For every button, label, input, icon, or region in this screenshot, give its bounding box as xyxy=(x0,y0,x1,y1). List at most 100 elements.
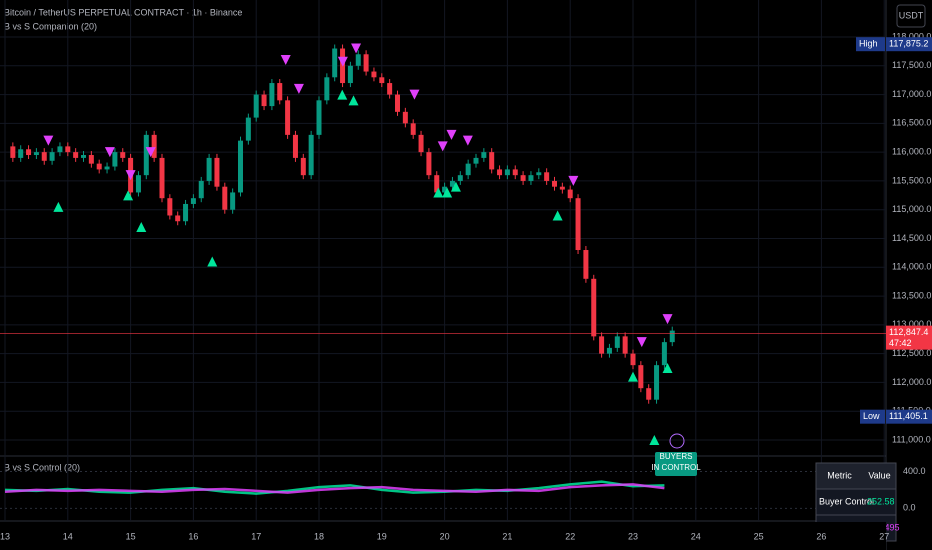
candle xyxy=(497,169,503,176)
candle xyxy=(285,100,291,135)
high-label: 117,875.2 xyxy=(889,39,928,49)
candle xyxy=(504,169,510,176)
sell-signal xyxy=(437,141,448,152)
candle xyxy=(661,342,667,366)
indicator-title: B vs S Control (20) xyxy=(4,462,80,472)
candle xyxy=(57,146,63,153)
sell-signal xyxy=(104,147,115,158)
buy-signal xyxy=(552,210,563,221)
table-header-cell: Value xyxy=(868,470,890,480)
x-tick-label: 15 xyxy=(126,531,136,541)
candle xyxy=(418,134,424,153)
y-tick-label: 400.0 xyxy=(903,466,926,476)
sell-signal xyxy=(337,56,348,67)
candle xyxy=(622,336,628,354)
candle xyxy=(363,54,369,72)
candle xyxy=(332,48,338,78)
y-tick-label: 116,500.0 xyxy=(892,118,931,128)
sell-signal xyxy=(462,135,473,146)
table-header-cell: Metric xyxy=(827,470,852,480)
candle xyxy=(73,152,79,158)
x-tick-label: 25 xyxy=(754,531,764,541)
table-header xyxy=(815,462,897,490)
candle xyxy=(143,134,149,176)
x-tick-label: 26 xyxy=(816,531,826,541)
candle xyxy=(253,94,259,118)
candle xyxy=(151,134,157,158)
candle xyxy=(300,157,306,176)
candle xyxy=(198,180,204,199)
candle xyxy=(512,169,518,176)
table-cell: Buyer Control xyxy=(819,496,874,506)
sell-signal xyxy=(293,83,304,94)
candle xyxy=(33,152,39,156)
candle xyxy=(473,157,479,164)
sell-signal xyxy=(351,43,362,54)
y-tick-label: 114,000.0 xyxy=(892,262,931,272)
buy-signal xyxy=(662,363,673,374)
candle xyxy=(96,163,102,170)
table-cell: 252.58 xyxy=(867,496,895,506)
candle xyxy=(316,100,322,135)
candle xyxy=(190,198,196,204)
y-tick-label: 116,000.0 xyxy=(892,147,931,157)
table-row xyxy=(815,488,897,516)
candle xyxy=(599,336,605,354)
high-name: High xyxy=(859,39,878,49)
buy-signal xyxy=(136,221,147,232)
buy-signal xyxy=(123,190,134,201)
sell-signal xyxy=(280,55,291,66)
candle xyxy=(222,186,228,210)
candle xyxy=(355,54,361,66)
candle xyxy=(591,278,597,337)
currency[interactable]: USDT xyxy=(899,10,924,20)
candle xyxy=(88,155,94,164)
y-tick-label: 118,000.0 xyxy=(892,31,931,41)
y-tick-label: 117,000.0 xyxy=(892,89,931,99)
candle xyxy=(175,215,181,222)
candle xyxy=(646,388,652,400)
candle xyxy=(324,77,330,101)
high-box xyxy=(886,37,932,52)
candle xyxy=(465,163,471,176)
y-tick-label: 113,500.0 xyxy=(892,290,931,300)
candle xyxy=(49,152,55,161)
low-name-box xyxy=(860,409,885,424)
last-price-label: 112,847.4 xyxy=(889,327,928,337)
indicator-line xyxy=(4,483,665,494)
sell-signal xyxy=(43,135,54,146)
candle xyxy=(567,189,573,199)
candle xyxy=(135,175,141,193)
candle xyxy=(308,134,314,176)
candle xyxy=(269,83,275,107)
low-box xyxy=(886,409,932,424)
candle xyxy=(230,192,236,210)
candle xyxy=(371,71,377,78)
chart-subtitle: B vs S Companion (20) xyxy=(4,21,97,31)
candle xyxy=(10,146,16,158)
sell-signal xyxy=(662,314,673,325)
candle xyxy=(410,123,416,135)
axis-mask xyxy=(0,522,886,550)
control-badge xyxy=(655,452,697,476)
candle xyxy=(638,365,644,389)
y-tick-label: 117,500.0 xyxy=(892,60,931,70)
candle xyxy=(167,198,173,216)
high-name-box xyxy=(856,37,885,52)
candle xyxy=(559,186,565,190)
countdown: 47:42 xyxy=(889,338,912,348)
currency-button[interactable] xyxy=(896,4,926,28)
sell-signal xyxy=(568,175,579,186)
candle xyxy=(630,353,636,366)
candle xyxy=(292,134,298,158)
low-label: 111,405.1 xyxy=(889,411,928,421)
sell-signal xyxy=(125,170,136,181)
candle xyxy=(206,157,212,181)
candle xyxy=(347,65,353,84)
candle xyxy=(41,152,47,161)
indicator-line xyxy=(4,480,665,495)
candle xyxy=(544,172,550,181)
candle xyxy=(65,146,71,153)
y-tick-label: 115,000.0 xyxy=(892,204,931,214)
candle xyxy=(426,152,432,176)
